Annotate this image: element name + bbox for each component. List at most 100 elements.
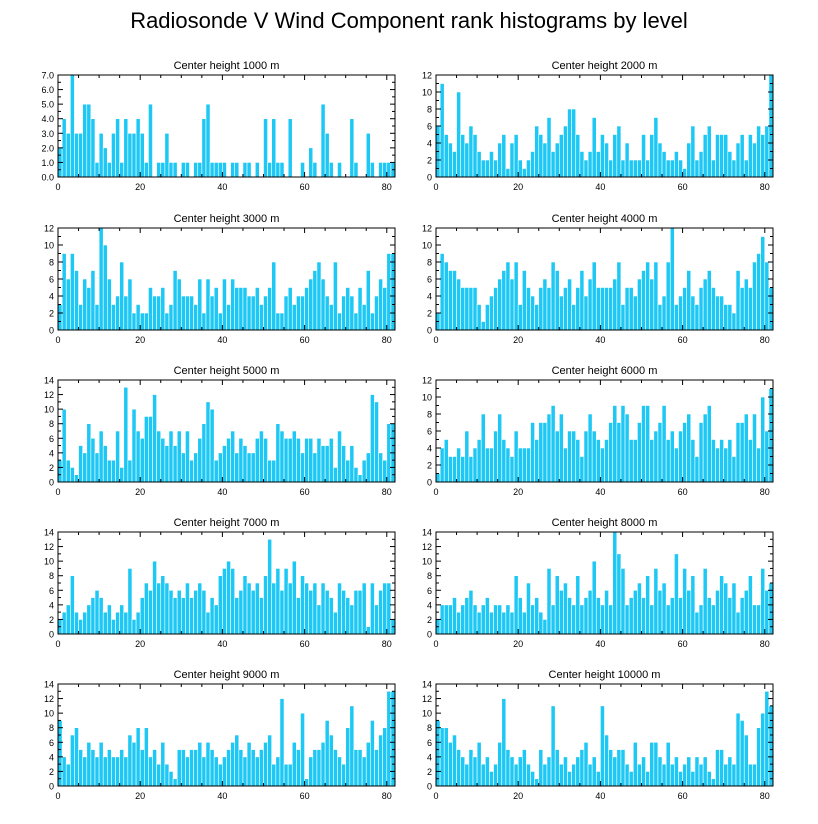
histogram-bar xyxy=(760,712,766,787)
histogram-bar xyxy=(558,413,564,483)
x-tick-label: 20 xyxy=(513,335,523,345)
histogram-bar xyxy=(719,134,724,178)
histogram-bar xyxy=(731,312,737,331)
histogram-bar xyxy=(308,589,314,635)
histogram-bar xyxy=(222,162,227,178)
histogram-bar xyxy=(497,413,503,483)
histogram-bar xyxy=(727,439,733,483)
x-tick-label: 20 xyxy=(135,487,145,497)
histogram-bar xyxy=(476,151,482,178)
histogram-bar xyxy=(739,287,745,331)
histogram-bar xyxy=(616,125,622,178)
histogram-bar xyxy=(123,756,129,787)
histogram-bar xyxy=(600,705,605,787)
histogram-bar xyxy=(78,132,83,178)
y-tick-label: 2 xyxy=(427,309,432,319)
histogram-bar xyxy=(612,531,618,635)
histogram-bar xyxy=(337,756,342,787)
histogram-bar xyxy=(550,151,556,178)
histogram-bar xyxy=(678,159,683,178)
y-tick-label: 4 xyxy=(49,752,54,762)
histogram-bar xyxy=(460,134,466,178)
histogram-bar xyxy=(468,287,474,331)
histogram-bar xyxy=(628,597,634,635)
histogram-bar xyxy=(267,538,273,635)
histogram-bar xyxy=(608,604,614,635)
histogram-bar xyxy=(563,582,568,635)
histogram-bar xyxy=(546,287,552,331)
histogram-bar xyxy=(489,611,494,635)
histogram-bar xyxy=(226,560,231,635)
y-tick-label: 10 xyxy=(422,393,432,403)
histogram-bar xyxy=(217,162,223,178)
histogram-bar xyxy=(669,227,675,331)
histogram-bar xyxy=(534,125,540,178)
histogram-bar xyxy=(550,604,556,635)
histogram-bar xyxy=(148,103,153,178)
histogram-bar xyxy=(768,705,774,787)
histogram-bar xyxy=(501,611,507,635)
histogram-bar xyxy=(637,763,642,787)
histogram-bar xyxy=(250,295,256,331)
histogram-bar xyxy=(604,589,609,635)
histogram-bar xyxy=(464,597,470,635)
histogram-bar xyxy=(682,763,687,787)
histogram-bar xyxy=(678,597,683,635)
x-tick-label: 60 xyxy=(678,639,688,649)
histogram-bar xyxy=(222,568,227,635)
histogram-bar xyxy=(164,445,170,483)
histogram-bar xyxy=(649,134,655,178)
histogram-bar xyxy=(723,763,729,787)
histogram-bar xyxy=(546,756,552,787)
histogram-bar xyxy=(209,749,215,787)
histogram-bar xyxy=(271,118,277,178)
histogram-bar xyxy=(563,756,568,787)
histogram-bar xyxy=(78,619,83,635)
histogram-bar xyxy=(230,741,236,787)
histogram-bar xyxy=(624,413,630,483)
histogram-bar xyxy=(480,321,486,331)
histogram-bar xyxy=(715,295,720,331)
histogram-bar xyxy=(538,287,544,331)
histogram-bar xyxy=(222,756,227,787)
histogram-bar xyxy=(604,439,609,483)
x-tick-label: 40 xyxy=(595,487,605,497)
histogram-bar xyxy=(139,749,145,787)
histogram-bar xyxy=(287,763,293,787)
histogram-bar xyxy=(230,162,236,178)
histogram-bar xyxy=(189,749,194,787)
panel-title: Center height 4000 m xyxy=(552,213,658,225)
histogram-bar xyxy=(497,604,503,635)
panel-2: Center height 2000 m 0 2 4 6 8 10 12 0 20 40 60 80 xyxy=(422,60,774,192)
histogram-bar xyxy=(719,749,724,787)
histogram-bar xyxy=(517,159,523,178)
histogram-bar xyxy=(694,304,700,331)
x-tick-label: 60 xyxy=(300,335,310,345)
x-tick-label: 20 xyxy=(135,182,145,192)
histogram-bar xyxy=(509,611,515,635)
histogram-bar xyxy=(213,604,219,635)
histogram-bar xyxy=(628,287,634,331)
y-tick-label: 0 xyxy=(427,630,432,640)
histogram-bar xyxy=(139,437,145,483)
histogram-bar xyxy=(242,162,248,178)
histogram-bar xyxy=(291,430,297,483)
histogram-bar xyxy=(505,261,511,331)
histogram-bar xyxy=(119,162,125,178)
histogram-bar xyxy=(370,162,375,178)
histogram-bar xyxy=(189,295,194,331)
x-tick-label: 20 xyxy=(513,639,523,649)
histogram-bar xyxy=(156,295,162,331)
y-tick-label: 2 xyxy=(49,463,54,473)
y-tick-label: 8 xyxy=(49,258,54,268)
histogram-bar xyxy=(156,430,162,483)
panel-4: Center height 4000 m 0 2 4 6 8 10 12 0 20 40 60 80 xyxy=(422,213,774,345)
histogram-bar xyxy=(509,142,515,178)
histogram-bar xyxy=(139,132,145,178)
histogram-bar xyxy=(193,749,199,787)
histogram-bar xyxy=(275,568,281,635)
histogram-bar xyxy=(756,447,761,483)
histogram-bar xyxy=(271,582,277,635)
histogram-bar xyxy=(493,430,498,483)
histogram-bar xyxy=(234,734,240,787)
